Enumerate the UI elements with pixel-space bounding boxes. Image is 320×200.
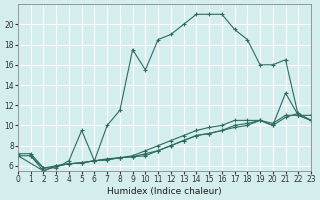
X-axis label: Humidex (Indice chaleur): Humidex (Indice chaleur) [107,187,222,196]
